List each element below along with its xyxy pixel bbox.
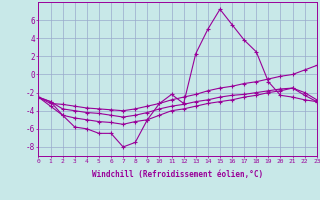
X-axis label: Windchill (Refroidissement éolien,°C): Windchill (Refroidissement éolien,°C) [92,170,263,179]
